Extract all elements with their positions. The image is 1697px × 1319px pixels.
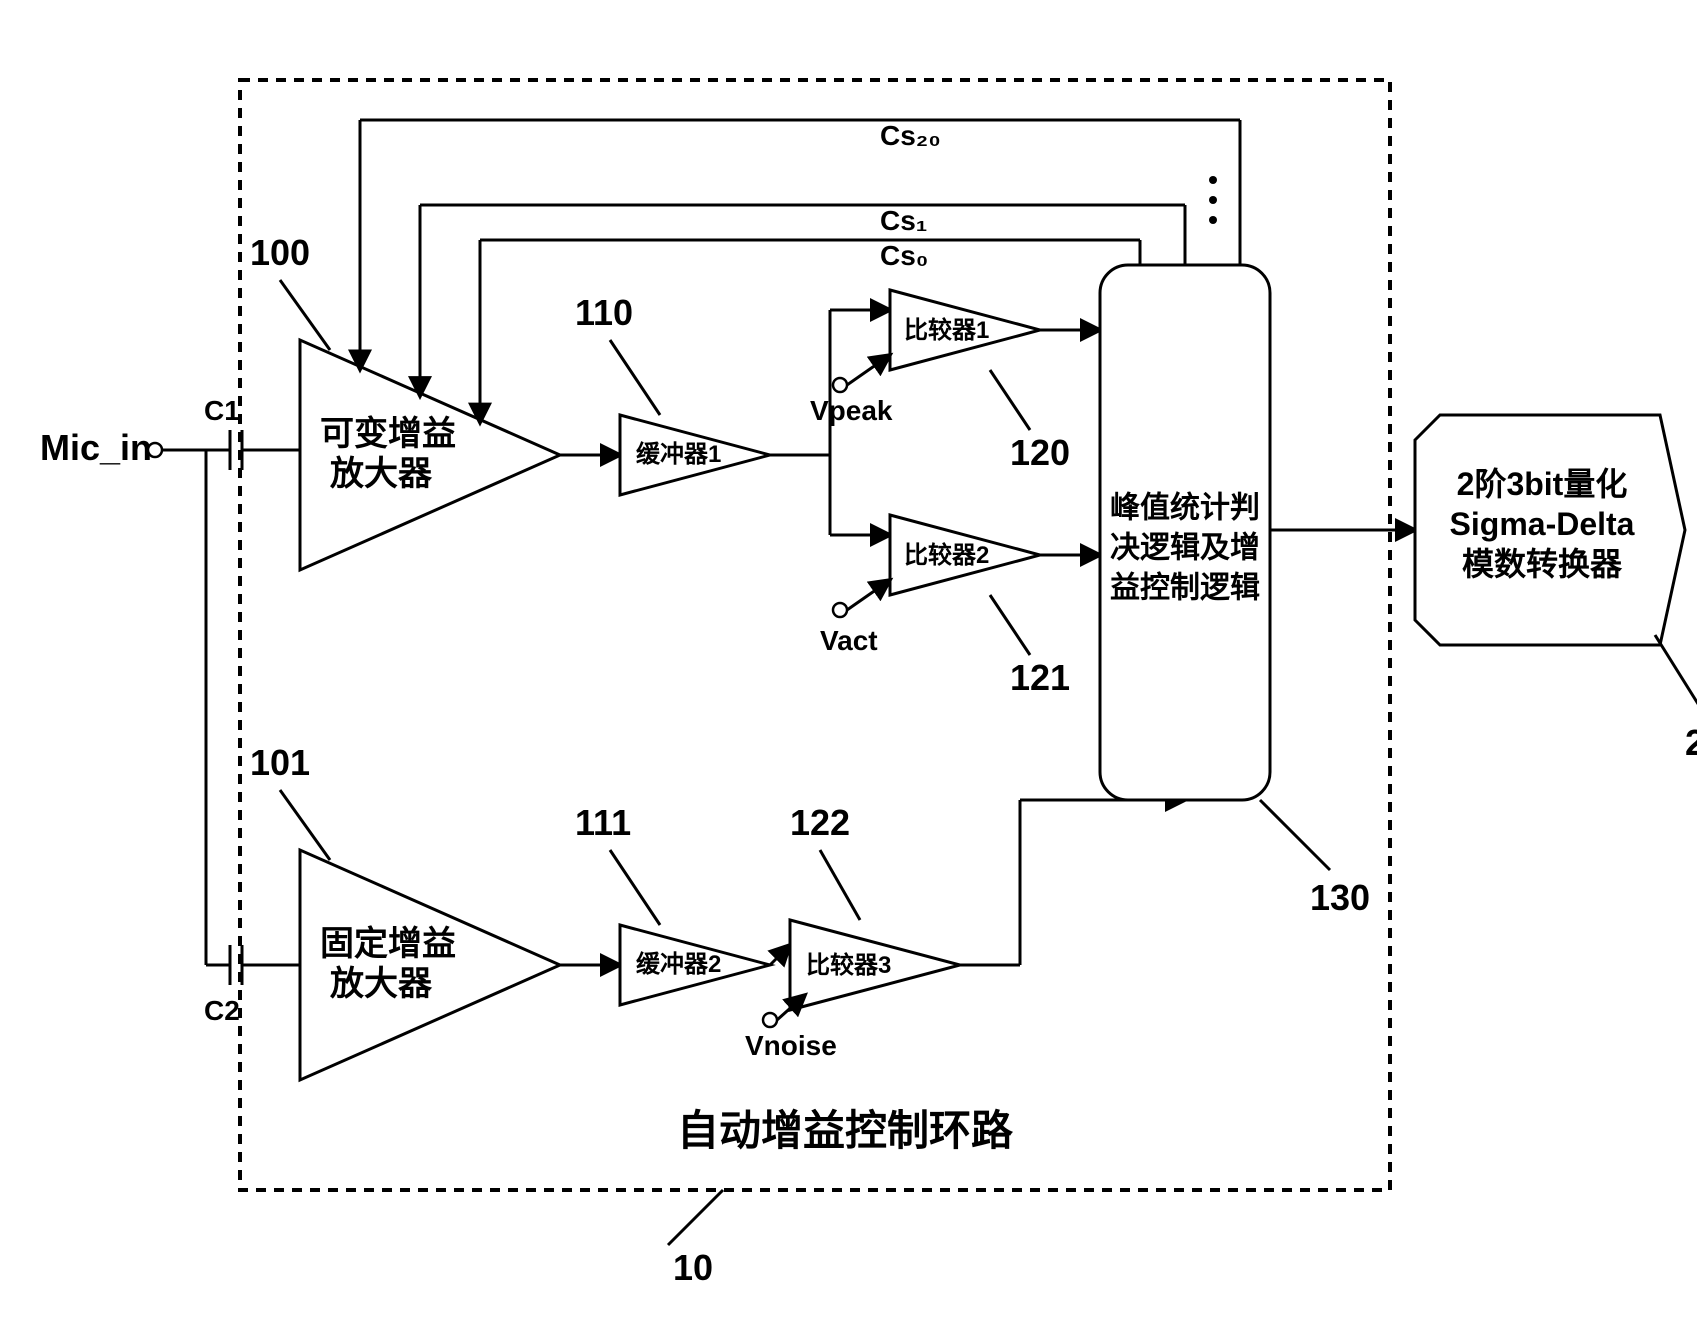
ref-122: 122 xyxy=(790,802,850,843)
c2-label: C2 xyxy=(204,995,240,1026)
vnoise-label: Vnoise xyxy=(745,1030,837,1061)
cs0-label: Cs₀ xyxy=(880,240,928,271)
logic-l1: 峰值统计判 xyxy=(1110,491,1260,525)
wire xyxy=(1209,196,1217,204)
fga-label1: 固定增益 xyxy=(320,925,456,963)
wire xyxy=(847,580,890,610)
adc-l1: 2阶3bit量化 xyxy=(1457,466,1628,502)
wire xyxy=(610,340,660,415)
terminal xyxy=(833,603,847,617)
agc-title: 自动增益控制环路 xyxy=(677,1107,1014,1154)
fga-label2: 放大器 xyxy=(330,965,433,1003)
wire xyxy=(990,370,1030,430)
buf1-label: 缓冲器1 xyxy=(636,440,721,468)
logic-l3: 益控制逻辑 xyxy=(1110,572,1260,605)
wire xyxy=(668,1190,723,1245)
wire xyxy=(820,850,860,920)
vga-label1: 可变增益 xyxy=(320,415,456,453)
cmp1-label: 比较器1 xyxy=(904,316,989,344)
buf2-label: 缓冲器2 xyxy=(636,950,721,978)
wire xyxy=(280,790,330,860)
cs1-label: Cs₁ xyxy=(880,205,927,236)
adc-l2: Sigma-Delta xyxy=(1450,506,1635,542)
ref-121: 121 xyxy=(1010,657,1070,698)
logic-l2: 决逻辑及增 xyxy=(1110,532,1260,565)
ref-10: 10 xyxy=(673,1247,713,1288)
ref-111: 111 xyxy=(575,802,631,843)
vpeak-label: Vpeak xyxy=(810,395,893,426)
adc-l3: 模数转换器 xyxy=(1462,546,1623,582)
terminal xyxy=(763,1013,777,1027)
mic-in-label: Mic_in xyxy=(40,427,152,468)
wire xyxy=(610,850,660,925)
wire xyxy=(280,280,330,350)
ref-100: 100 xyxy=(250,232,310,273)
vact-label: Vact xyxy=(820,625,878,656)
ref-130: 130 xyxy=(1310,877,1370,918)
ref-120: 120 xyxy=(1010,432,1070,473)
cmp3-label: 比较器3 xyxy=(806,951,891,979)
wire xyxy=(990,595,1030,655)
cs20-label: Cs₂₀ xyxy=(880,120,941,151)
vga-label2: 放大器 xyxy=(330,455,433,493)
ref-110: 110 xyxy=(575,292,633,333)
ref-101: 101 xyxy=(250,742,310,783)
wire xyxy=(847,355,890,385)
wire xyxy=(1209,176,1217,184)
terminal xyxy=(148,443,162,457)
c1-label: C1 xyxy=(204,395,240,426)
ref-20: 20 xyxy=(1685,722,1697,763)
wire xyxy=(770,945,790,965)
wire xyxy=(1260,800,1330,870)
terminal xyxy=(833,378,847,392)
cmp2-label: 比较器2 xyxy=(904,541,989,569)
wire xyxy=(1655,635,1697,715)
wire xyxy=(1209,216,1217,224)
